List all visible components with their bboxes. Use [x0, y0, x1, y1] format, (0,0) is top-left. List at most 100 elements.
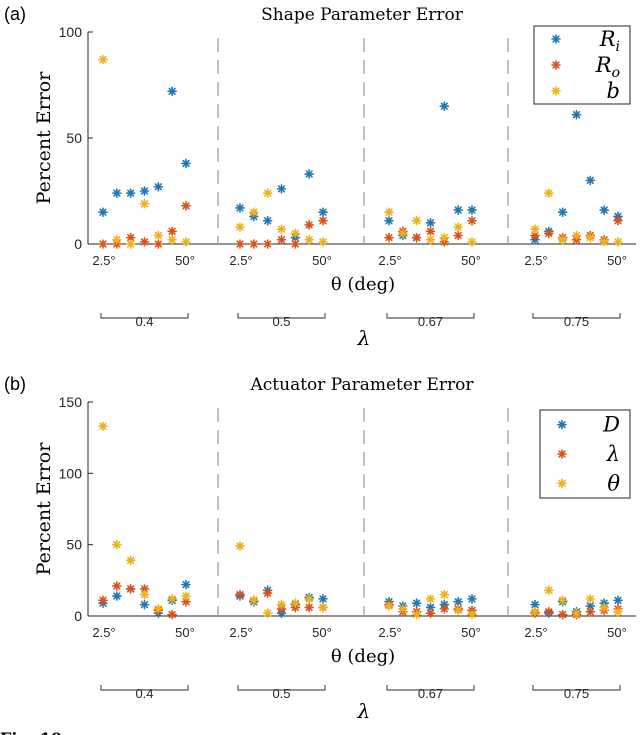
data-point: [153, 230, 164, 241]
chart-title: Shape Parameter Error: [261, 5, 464, 25]
legend: Dλθ: [539, 409, 631, 499]
data-point: [411, 598, 422, 608]
data-point: [112, 581, 122, 591]
data-point: [262, 588, 273, 598]
data-point: [585, 606, 596, 617]
data-point: [235, 222, 245, 232]
data-point: [139, 237, 150, 247]
data-point: [599, 602, 609, 613]
data-point: [425, 218, 436, 228]
data-point: [467, 215, 477, 226]
x-tick-label-start: 2.5°: [229, 625, 252, 640]
group-label: 0.5: [272, 314, 290, 329]
data-point: [262, 608, 273, 618]
data-point: [467, 205, 477, 215]
x-tick-label-start: 2.5°: [378, 625, 401, 640]
data-point: [384, 215, 394, 226]
data-point: [181, 158, 191, 169]
data-point: [439, 232, 450, 243]
data-point: [235, 203, 245, 213]
group-bracket: [532, 685, 621, 691]
data-point: [467, 237, 477, 247]
panel-label: (b): [4, 374, 26, 394]
legend-marker: [557, 449, 567, 459]
legend-entry: b: [607, 79, 620, 103]
data-point: [453, 605, 463, 616]
data-point: [384, 207, 394, 217]
data-point: [112, 188, 122, 198]
data-point: [290, 228, 301, 239]
data-point: [585, 175, 596, 186]
data-point: [571, 608, 582, 618]
legend-marker: [551, 34, 561, 44]
x-tick-label-start: 2.5°: [92, 253, 115, 268]
data-point: [167, 226, 177, 237]
group-bracket: [532, 313, 621, 319]
figure-caption: Fig. 10: [0, 729, 62, 735]
data-point: [425, 226, 436, 237]
data-point: [544, 228, 554, 239]
y-tick-label: 50: [66, 537, 82, 553]
y-tick-label: 0: [74, 608, 82, 624]
data-point: [571, 230, 582, 241]
data-point: [235, 541, 245, 551]
data-point: [181, 201, 191, 211]
series-D: [98, 579, 623, 618]
data-point: [276, 234, 287, 245]
data-point: [125, 555, 136, 566]
y-tick-label: 150: [59, 394, 83, 410]
group-axis-label: λ: [357, 326, 371, 350]
data-point: [153, 604, 164, 614]
x-axis-label: θ (deg): [331, 646, 395, 667]
data-point: [557, 207, 568, 217]
series-λ: [98, 581, 623, 620]
data-point: [249, 595, 259, 606]
group-bracket: [237, 313, 326, 319]
series-R_i: [98, 86, 623, 245]
y-tick-label: 0: [74, 236, 82, 252]
data-point: [530, 224, 540, 234]
data-point: [167, 594, 177, 604]
x-tick-label-end: 50°: [312, 253, 332, 268]
x-tick-label-start: 2.5°: [92, 625, 115, 640]
group-label: 0.75: [564, 686, 589, 701]
x-tick-label-end: 50°: [461, 253, 481, 268]
x-tick-label-start: 2.5°: [229, 253, 252, 268]
data-point: [235, 239, 245, 249]
data-point: [398, 604, 408, 614]
data-point: [318, 207, 328, 217]
group-bracket: [386, 685, 475, 691]
data-point: [425, 608, 436, 618]
data-point: [290, 239, 301, 249]
data-point: [411, 609, 422, 620]
x-tick-label-start: 2.5°: [524, 253, 547, 268]
data-point: [453, 230, 463, 241]
group-label: 0.4: [135, 314, 153, 329]
data-point: [262, 239, 273, 249]
data-point: [98, 421, 108, 432]
data-point: [613, 606, 623, 617]
data-point: [125, 584, 136, 594]
data-point: [453, 205, 463, 215]
panel-label: (a): [4, 4, 26, 24]
legend-marker: [557, 478, 567, 489]
series-θ: [98, 421, 623, 620]
group-label: 0.5: [272, 686, 290, 701]
panel-b: (b) Actuator Parameter Error 0 50 100 150 Perc…: [4, 374, 636, 723]
y-axis-label: Percent Error: [33, 442, 55, 576]
x-tick-label-end: 50°: [175, 625, 195, 640]
legend-entry: λ: [606, 442, 620, 466]
group-label: 0.75: [564, 314, 589, 329]
data-point: [112, 539, 122, 550]
series-R_o: [98, 201, 623, 249]
y-tick-label: 50: [66, 130, 82, 146]
data-point: [249, 239, 259, 249]
data-point: [153, 181, 164, 192]
data-point: [613, 215, 623, 226]
group-bracket: [100, 685, 189, 691]
data-point: [557, 595, 568, 606]
data-point: [304, 169, 314, 179]
data-point: [98, 239, 108, 249]
x-tick-label-end: 50°: [607, 253, 627, 268]
x-tick-label-start: 2.5°: [378, 253, 401, 268]
